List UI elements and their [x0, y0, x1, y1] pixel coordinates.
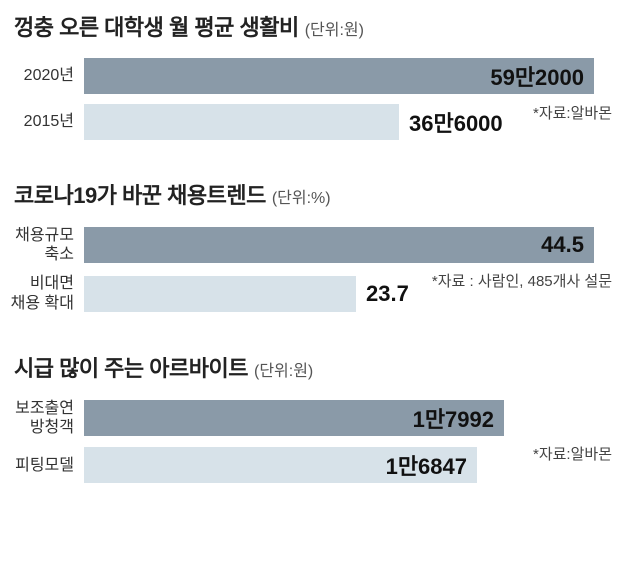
- category-label-line: 채용 확대: [0, 294, 74, 313]
- category-label-line: 2020년: [0, 66, 74, 85]
- chart-row: 2015년 36만6000: [0, 104, 612, 140]
- category-label: 채용규모축소: [0, 226, 84, 264]
- chart-1: 코로나19가 바꾼 채용트렌드(단위:%)채용규모축소44.5비대면채용 확대2…: [0, 178, 612, 313]
- category-label-line: 피팅모델: [0, 456, 74, 475]
- bar: 1만6847: [84, 447, 477, 483]
- value-label: 1만6847: [386, 449, 467, 481]
- chart-unit: (단위:원): [305, 16, 364, 40]
- category-label: 보조출연방청객: [0, 399, 84, 437]
- chart-row: 2020년 59만2000: [0, 58, 612, 94]
- chart-2: 시급 많이 주는 아르바이트(단위:원) 보조출연방청객 1만7992 피팅모델 1만6…: [0, 351, 612, 483]
- value-label: 23.7: [366, 281, 409, 307]
- chart-title-row: 시급 많이 주는 아르바이트(단위:원): [14, 351, 612, 383]
- charts-container: 껑충 오른 대학생 월 평균 생활비(단위:원)2020년59만20002015…: [0, 0, 630, 503]
- value-label: 59만2000: [490, 60, 584, 92]
- chart-title: 코로나19가 바꾼 채용트렌드: [14, 178, 266, 210]
- bar: 1만7992: [84, 400, 504, 436]
- source-label: *자료 : 사람인, 485개사 설문: [432, 270, 612, 291]
- category-label: 2015년: [0, 112, 84, 131]
- bar-area: 1만7992: [84, 400, 612, 436]
- bar-area: 59만2000: [84, 58, 612, 94]
- chart-0: 껑충 오른 대학생 월 평균 생활비(단위:원) 2020년 59만2000 2015…: [0, 10, 612, 140]
- value-label: 1만7992: [413, 402, 494, 434]
- chart-rows: 보조출연방청객 1만7992 피팅모델 1만6847 *자료:알바몬: [0, 399, 612, 483]
- category-label-line: 채용규모: [0, 226, 74, 245]
- bar-area: 44.5: [84, 227, 612, 263]
- category-label-line: 방청객: [0, 418, 74, 437]
- chart-unit: (단위:원): [254, 357, 313, 381]
- chart-row: 보조출연방청객 1만7992: [0, 399, 612, 437]
- chart-row: 채용규모축소 44.5: [0, 226, 612, 264]
- category-label-line: 비대면: [0, 274, 74, 293]
- category-label: 피팅모델: [0, 456, 84, 475]
- source-label: *자료:알바몬: [533, 443, 612, 464]
- category-label-line: 2015년: [0, 112, 74, 131]
- value-label: 44.5: [541, 232, 584, 258]
- bar: 23.7: [84, 276, 356, 312]
- chart-rows: 2020년 59만2000 2015년 36만6000 *자료:알바몬: [0, 58, 612, 140]
- value-label: 36만6000: [409, 106, 503, 138]
- source-label: *자료:알바몬: [533, 102, 612, 123]
- chart-title-row: 코로나19가 바꾼 채용트렌드(단위:%): [14, 178, 612, 210]
- category-label: 비대면채용 확대: [0, 274, 84, 312]
- category-label: 2020년: [0, 66, 84, 85]
- chart-title: 껑충 오른 대학생 월 평균 생활비: [14, 10, 299, 42]
- chart-unit: (단위:%): [272, 184, 331, 208]
- chart-row: 피팅모델 1만6847: [0, 447, 612, 483]
- chart-title: 시급 많이 주는 아르바이트: [14, 351, 248, 383]
- bar: 44.5: [84, 227, 594, 263]
- bar: 59만2000: [84, 58, 594, 94]
- chart-rows: 채용규모축소44.5비대면채용 확대23.7*자료 : 사람인, 485개사 설…: [0, 226, 612, 313]
- category-label-line: 보조출연: [0, 399, 74, 418]
- chart-title-row: 껑충 오른 대학생 월 평균 생활비(단위:원): [14, 10, 612, 42]
- bar: 36만6000: [84, 104, 399, 140]
- category-label-line: 축소: [0, 245, 74, 264]
